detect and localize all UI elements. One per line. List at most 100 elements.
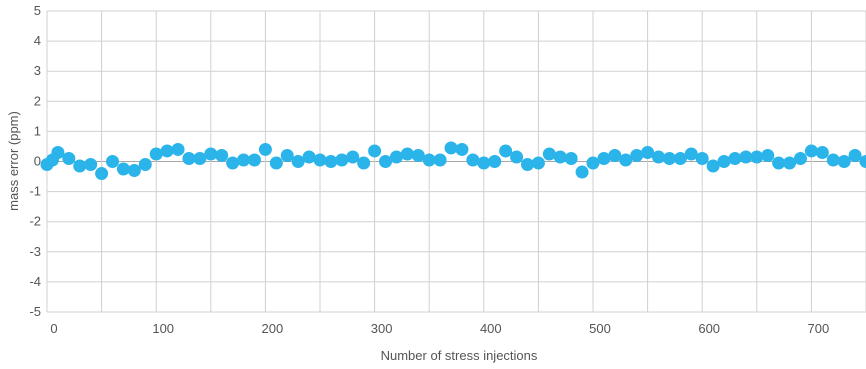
- x-axis-ticks: 0 100 200 300 400 500 600 700: [50, 321, 829, 336]
- data-point: [695, 151, 709, 165]
- y-tick-label: 3: [34, 63, 41, 78]
- x-axis-title: Number of stress injections: [381, 348, 538, 363]
- data-point: [182, 151, 196, 165]
- data-point: [433, 153, 447, 167]
- y-tick-label: -2: [29, 214, 41, 229]
- data-point: [335, 153, 349, 167]
- x-tick-label: 600: [698, 321, 720, 336]
- y-tick-label: 4: [34, 33, 41, 48]
- data-point: [269, 156, 283, 170]
- data-point: [499, 144, 513, 158]
- y-axis-title: mass error (ppm): [6, 111, 21, 211]
- data-point: [706, 159, 720, 173]
- data-point: [280, 148, 294, 162]
- y-axis-ticks: -5 -4 -3 -2 -1 0 1 2 3 4 5: [29, 3, 41, 319]
- data-point: [662, 151, 676, 165]
- data-point: [226, 156, 240, 170]
- data-point: [520, 158, 534, 172]
- data-point: [84, 158, 98, 172]
- data-point: [597, 151, 611, 165]
- x-tick-label: 200: [262, 321, 284, 336]
- data-point: [51, 145, 65, 159]
- data-point: [488, 155, 502, 168]
- y-tick-label: 1: [34, 123, 41, 138]
- data-point: [258, 142, 272, 156]
- data-point: [564, 151, 578, 165]
- x-tick-label: 0: [50, 321, 57, 336]
- data-point: [215, 148, 229, 162]
- data-point: [772, 156, 786, 170]
- data-point: [422, 153, 436, 167]
- data-point: [171, 142, 185, 156]
- y-tick-label: -4: [29, 274, 41, 289]
- data-point: [575, 165, 589, 179]
- y-tick-label: 2: [34, 93, 41, 108]
- data-point: [62, 151, 76, 165]
- data-point: [826, 153, 840, 167]
- data-point: [466, 153, 480, 167]
- data-point: [357, 156, 371, 170]
- data-point: [531, 156, 545, 170]
- data-point: [411, 148, 425, 162]
- data-point: [302, 150, 316, 164]
- data-point: [673, 151, 687, 165]
- data-point: [783, 156, 797, 170]
- data-point: [761, 148, 775, 162]
- data-point: [95, 167, 109, 181]
- data-point: [815, 145, 829, 159]
- x-tick-label: 500: [589, 321, 611, 336]
- data-point: [204, 147, 218, 161]
- data-point: [630, 148, 644, 162]
- data-point: [750, 150, 764, 164]
- data-point: [346, 150, 360, 164]
- data-point: [510, 150, 524, 164]
- data-point: [237, 153, 251, 167]
- data-point: [553, 150, 567, 164]
- data-point: [324, 155, 338, 168]
- data-point: [247, 153, 261, 167]
- y-tick-label: -5: [29, 304, 41, 319]
- data-points: [40, 141, 866, 181]
- data-point: [804, 144, 818, 158]
- data-point: [652, 150, 666, 164]
- data-point: [586, 156, 600, 170]
- data-point: [608, 148, 622, 162]
- data-point: [160, 144, 174, 158]
- data-point: [400, 147, 414, 161]
- data-point: [717, 155, 731, 168]
- data-point: [291, 155, 305, 168]
- data-point: [837, 155, 851, 168]
- data-point: [138, 158, 152, 172]
- y-tick-label: -1: [29, 184, 41, 199]
- x-tick-label: 100: [152, 321, 174, 336]
- data-point: [127, 164, 141, 178]
- data-point: [313, 153, 327, 167]
- data-point: [444, 141, 458, 155]
- data-point: [379, 155, 393, 168]
- data-point: [106, 155, 120, 168]
- y-tick-label: -3: [29, 244, 41, 259]
- data-point: [455, 142, 469, 156]
- data-point: [641, 145, 655, 159]
- data-point: [739, 150, 753, 164]
- y-tick-label: 0: [34, 154, 41, 169]
- data-point: [116, 162, 130, 176]
- x-tick-label: 300: [371, 321, 393, 336]
- data-point: [859, 155, 866, 168]
- data-point: [848, 148, 862, 162]
- data-point: [368, 144, 382, 158]
- data-point: [542, 147, 556, 161]
- data-point: [389, 150, 403, 164]
- data-point: [619, 153, 633, 167]
- data-point: [728, 151, 742, 165]
- data-point: [684, 147, 698, 161]
- data-point: [73, 159, 87, 173]
- data-point: [193, 151, 207, 165]
- x-tick-label: 700: [808, 321, 830, 336]
- x-tick-label: 400: [480, 321, 502, 336]
- data-point: [477, 156, 491, 170]
- data-point: [149, 147, 163, 161]
- data-point: [793, 151, 807, 165]
- y-tick-label: 5: [34, 3, 41, 18]
